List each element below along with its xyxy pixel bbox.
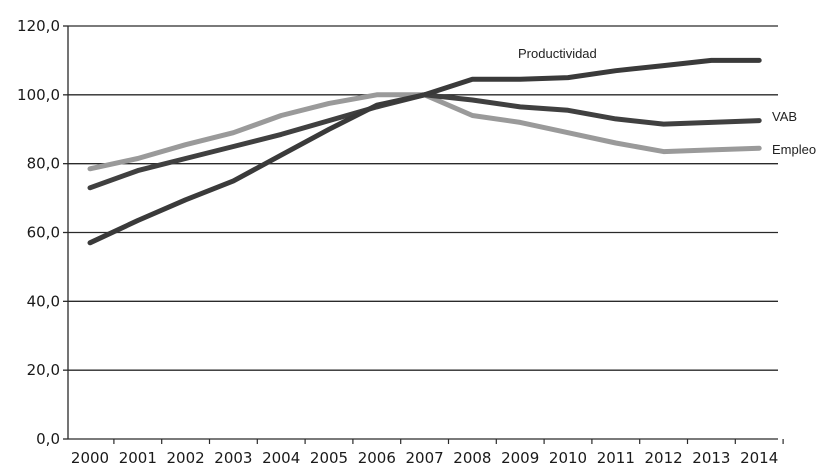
x-tick-label: 2008 — [453, 449, 491, 467]
x-tick-label: 2005 — [310, 449, 348, 467]
x-tick-label: 2012 — [645, 449, 683, 467]
x-tick-label: 2002 — [167, 449, 205, 467]
series-label-vab: VAB — [772, 109, 797, 124]
y-tick-label: 0,0 — [36, 430, 60, 448]
y-tick-label: 20,0 — [27, 361, 60, 379]
x-tick-label: 2000 — [71, 449, 109, 467]
series-label-empleo: Empleo — [772, 142, 816, 157]
axes — [63, 25, 784, 444]
x-tick-label: 2004 — [262, 449, 300, 467]
x-tick-label: 2014 — [740, 449, 778, 467]
y-tick-label: 40,0 — [27, 292, 60, 310]
x-tick-label: 2003 — [214, 449, 252, 467]
y-tick-label: 60,0 — [27, 224, 60, 242]
series-line-productividad — [87, 57, 762, 246]
x-tick-label: 2013 — [692, 449, 730, 467]
x-tick-label: 2011 — [597, 449, 635, 467]
series-label-productividad: Productividad — [518, 46, 597, 61]
y-tick-labels: 0,0 20,0 40,0 60,0 80,0 100,0 120,0 — [17, 17, 60, 448]
x-tick-labels: 2000 2001 2002 2003 2004 2005 2006 2007 2008 2009… — [71, 449, 778, 467]
y-tick-label: 100,0 — [17, 86, 60, 104]
x-tick-label: 2006 — [358, 449, 396, 467]
gridlines — [68, 25, 778, 371]
y-tick-label: 120,0 — [17, 17, 60, 35]
x-tick-label: 2010 — [549, 449, 587, 467]
series-lines — [87, 57, 762, 246]
series-labels: Productividad VAB Empleo — [518, 46, 816, 157]
x-tick-label: 2001 — [119, 449, 157, 467]
y-tick-label: 80,0 — [27, 155, 60, 173]
x-tick-label: 2009 — [501, 449, 539, 467]
x-tick-label: 2007 — [406, 449, 444, 467]
